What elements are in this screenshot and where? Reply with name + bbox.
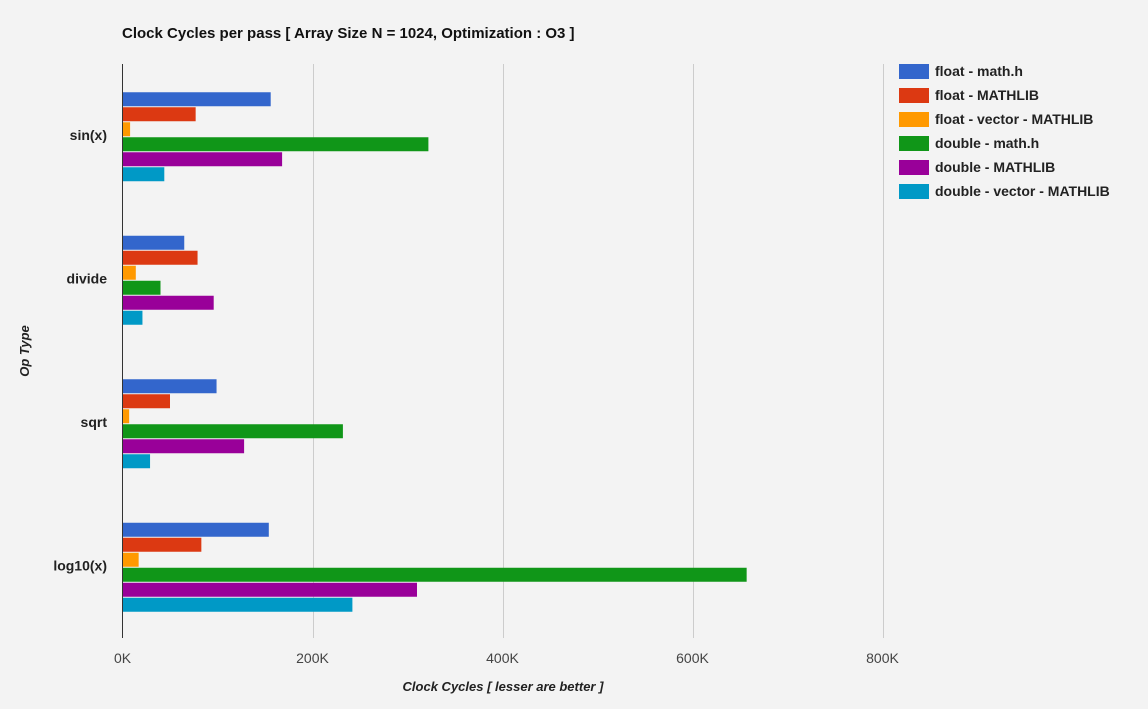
bar — [123, 439, 245, 454]
bar — [123, 137, 429, 152]
bar — [123, 522, 269, 537]
bar — [123, 454, 151, 469]
x-tick-label: 0K — [114, 650, 132, 666]
x-axis-title: Clock Cycles [ lesser are better ] — [403, 679, 605, 694]
bar — [123, 250, 198, 265]
legend-label: float - vector - MATHLIB — [935, 111, 1093, 127]
legend-swatch — [899, 88, 929, 103]
x-tick-label: 400K — [486, 650, 519, 666]
gridlines — [313, 64, 884, 638]
legend-swatch — [899, 64, 929, 79]
legend-swatch — [899, 184, 929, 199]
bar — [123, 567, 747, 582]
bar — [123, 552, 139, 567]
bar — [123, 122, 131, 137]
category-label: log10(x) — [53, 557, 107, 573]
bar — [123, 310, 143, 325]
bar — [123, 167, 165, 182]
legend-label: double - math.h — [935, 135, 1039, 151]
legend-label: float - math.h — [935, 63, 1023, 79]
category-label: sqrt — [81, 414, 108, 430]
legend: float - math.h float - MATHLIB float - vec… — [899, 63, 1110, 199]
bar — [123, 92, 271, 107]
bar — [123, 235, 185, 250]
bars — [123, 92, 747, 612]
category-label: sin(x) — [70, 127, 107, 143]
legend-label: double - vector - MATHLIB — [935, 183, 1110, 199]
bar — [123, 409, 130, 424]
bar — [123, 537, 202, 552]
bar — [123, 107, 196, 122]
legend-swatch — [899, 160, 929, 175]
category-label: divide — [67, 270, 108, 286]
bar — [123, 424, 343, 439]
chart-title: Clock Cycles per pass [ Array Size N = 1… — [122, 25, 575, 42]
bar — [123, 280, 161, 295]
x-tick-label: 600K — [676, 650, 709, 666]
bar — [123, 597, 353, 612]
bar — [123, 582, 417, 597]
x-tick-label: 800K — [866, 650, 899, 666]
x-tick-label: 200K — [296, 650, 329, 666]
bar — [123, 379, 217, 394]
legend-swatch — [899, 136, 929, 151]
legend-label: double - MATHLIB — [935, 159, 1055, 175]
bar — [123, 265, 136, 280]
legend-label: float - MATHLIB — [935, 87, 1039, 103]
x-tick-labels: 0K 200K 400K 600K 800K — [114, 650, 900, 666]
bar — [123, 152, 283, 167]
bar — [123, 295, 214, 310]
y-axis-title: Op Type — [17, 325, 32, 377]
category-labels: sin(x) divide sqrt log10(x) — [53, 127, 107, 574]
bar — [123, 394, 170, 409]
legend-swatch — [899, 112, 929, 127]
